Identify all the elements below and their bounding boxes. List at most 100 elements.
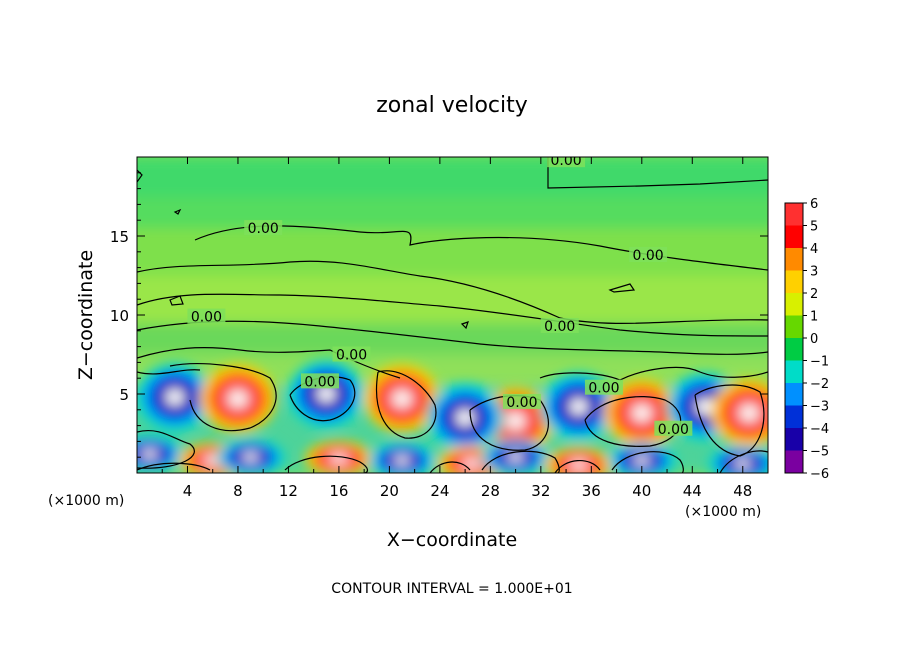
contour-label: 0.00	[550, 153, 581, 169]
colorbar-label: 2	[810, 287, 818, 302]
positive-anomaly	[571, 461, 587, 470]
zero-contour	[137, 462, 211, 471]
x-tick-label: 16	[329, 482, 348, 500]
contour-label-bg	[540, 318, 579, 334]
zero-contour	[554, 460, 601, 473]
contour-label-bg	[547, 157, 586, 168]
colorbar-swatch	[785, 338, 803, 361]
zero-contour	[460, 321, 469, 330]
colorbar-label: 1	[810, 310, 818, 325]
contour-label-bg	[187, 308, 226, 324]
x-tick-label: 28	[481, 482, 500, 500]
negative-anomaly	[695, 398, 715, 415]
contour-label-bg	[332, 346, 371, 362]
contour-label-bg	[654, 420, 693, 436]
y-tick-label: 10	[110, 307, 129, 325]
x-tick-label: 36	[582, 482, 601, 500]
contour-label-bg	[300, 373, 339, 389]
colorbar-swatch	[785, 383, 803, 406]
field-band	[137, 228, 768, 276]
zero-contour	[137, 369, 201, 375]
negative-anomaly	[734, 459, 751, 468]
negative-anomaly	[141, 449, 158, 459]
contour-lines: 0.000.000.000.000.000.000.000.000.000.00	[137, 153, 768, 473]
positive-anomaly	[229, 391, 247, 407]
negative-anomaly	[317, 385, 336, 403]
contour-label: 0.00	[544, 319, 575, 335]
contour-label-bg	[502, 393, 541, 409]
contour-label: 0.00	[336, 348, 367, 364]
x-axis-label: X−coordinate	[387, 529, 517, 551]
velocity-field	[137, 157, 768, 473]
colorbar: 6 5 4 3 2 1 0 −1 −2 −3 −4 −5 −6	[784, 197, 829, 482]
colorbar-label: 0	[810, 332, 818, 347]
colorbar-label: −3	[810, 400, 829, 415]
x-tick-label: 20	[380, 482, 399, 500]
zero-contour	[481, 450, 560, 473]
x-tick-label: 48	[733, 482, 752, 500]
positive-anomaly	[205, 456, 221, 465]
zero-contour	[137, 430, 195, 469]
negative-anomaly	[242, 452, 259, 462]
field-band	[137, 275, 768, 323]
contour-label-bg	[584, 379, 623, 395]
x-tick-label: 8	[233, 482, 243, 500]
contour-label-bg	[244, 220, 283, 236]
colorbar-swatch	[785, 270, 803, 293]
colorbar-label: 5	[810, 220, 818, 235]
zero-contour	[137, 169, 143, 183]
positive-anomaly	[740, 405, 758, 421]
colorbar-label: −2	[810, 377, 829, 392]
x-unit-right: (×1000 m)	[685, 504, 761, 520]
x-axis: 4 8 12 16 20 24 28 32 36 40 44 48	[161, 157, 752, 500]
y-tick-label: 15	[110, 228, 129, 246]
colorbar-swatch	[785, 450, 803, 473]
contour-label: 0.00	[248, 221, 279, 237]
contour-interval-note: CONTOUR INTERVAL = 1.000E+01	[331, 581, 572, 597]
colorbar-label: 3	[810, 265, 818, 280]
negative-anomaly	[507, 452, 524, 462]
chart-title: zonal velocity	[376, 93, 528, 118]
contour-label: 0.00	[658, 422, 689, 438]
colorbar-swatch	[785, 293, 803, 316]
colorbar-swatch	[785, 248, 803, 271]
field-band	[137, 196, 768, 229]
colorbar-swatch	[785, 203, 803, 226]
zero-contour	[137, 293, 768, 337]
zero-contour	[375, 370, 437, 439]
zero-contour	[719, 450, 768, 473]
x-tick-label: 40	[632, 482, 651, 500]
zero-contour	[611, 451, 684, 473]
contour-label-bg	[629, 246, 668, 262]
negative-anomaly	[393, 456, 411, 465]
contour-label: 0.00	[506, 395, 537, 411]
zero-contour	[137, 347, 401, 379]
contour-label: 0.00	[633, 248, 664, 264]
y-axis-label: Z−coordinate	[75, 250, 97, 380]
zero-contour	[137, 260, 768, 325]
colorbar-label: −5	[810, 445, 829, 460]
field-band	[137, 157, 768, 197]
colorbar-label: −6	[810, 467, 829, 482]
x-tick-label: 24	[430, 482, 449, 500]
contour-label: 0.00	[191, 310, 222, 326]
zero-contour	[694, 384, 765, 457]
x-tick-label: 4	[183, 482, 193, 500]
positive-anomaly	[393, 391, 411, 407]
negative-anomaly	[569, 398, 588, 415]
colorbar-label: 4	[810, 242, 818, 257]
colorbar-label: 6	[810, 197, 818, 212]
negative-anomaly	[633, 456, 650, 465]
zero-contour	[137, 320, 768, 355]
colorbar-label: −1	[810, 355, 829, 370]
x-tick-label: 32	[531, 482, 550, 500]
plot-area: 0.000.000.000.000.000.000.000.000.000.00	[136, 153, 769, 474]
colorbar-label: −4	[810, 422, 829, 437]
positive-anomaly	[507, 413, 524, 429]
x-unit-left: (×1000 m)	[48, 493, 124, 509]
colorbar-swatch	[785, 360, 803, 383]
colorbar-swatch	[785, 428, 803, 451]
colorbar-swatch	[785, 405, 803, 428]
y-axis: 5 10 15	[110, 172, 768, 458]
